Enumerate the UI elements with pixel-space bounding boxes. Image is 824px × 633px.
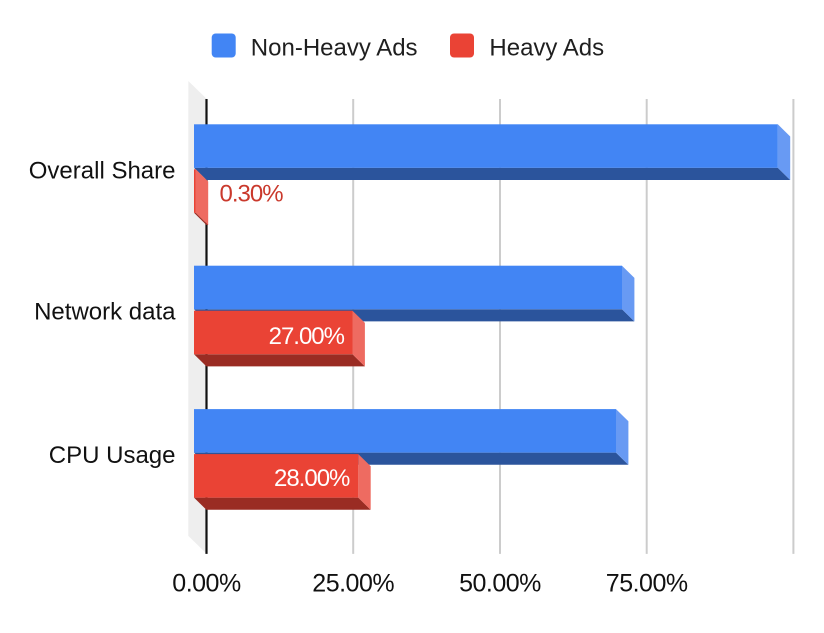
- svg-text:27.00%: 27.00%: [269, 323, 345, 350]
- svg-text:28.00%: 28.00%: [274, 465, 350, 492]
- svg-text:0.00%: 0.00%: [172, 569, 241, 597]
- svg-text:75.00%: 75.00%: [606, 569, 688, 597]
- svg-text:Non-Heavy Ads: Non-Heavy Ads: [251, 35, 418, 62]
- svg-text:Network data: Network data: [34, 298, 176, 325]
- svg-text:0.30%: 0.30%: [220, 181, 284, 208]
- svg-text:50.00%: 50.00%: [459, 569, 541, 597]
- svg-text:25.00%: 25.00%: [312, 569, 394, 597]
- svg-text:CPU Usage: CPU Usage: [49, 442, 176, 469]
- svg-text:Heavy Ads: Heavy Ads: [489, 35, 604, 62]
- svg-text:Overall Share: Overall Share: [29, 157, 176, 184]
